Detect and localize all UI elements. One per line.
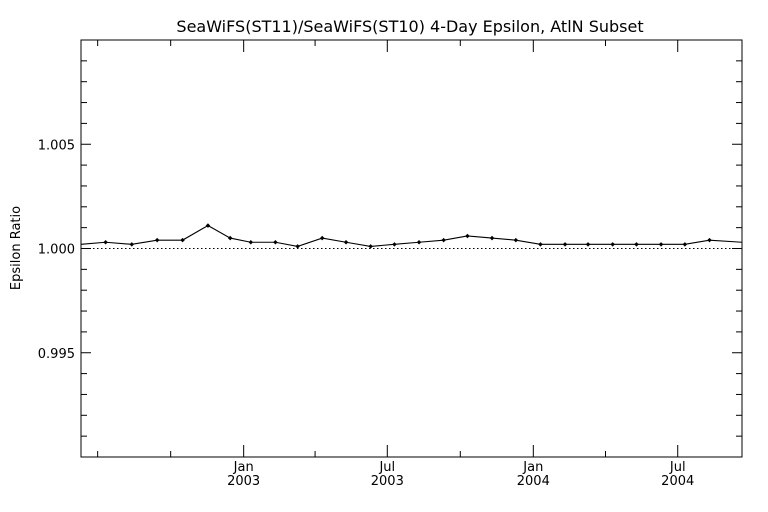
data-point <box>610 242 615 247</box>
data-point <box>682 242 688 247</box>
data-point <box>585 242 591 247</box>
x-tick-label-month: Jan <box>233 460 254 475</box>
data-point <box>441 237 446 243</box>
axis-ticks: 0.9951.0001.005Jan2003Jul2003Jan2004Jul2… <box>38 40 742 489</box>
data-point <box>513 237 519 243</box>
x-tick-label-month: Jul <box>378 460 395 475</box>
x-tick-label-year: 2004 <box>517 474 550 489</box>
data-series <box>80 223 743 249</box>
y-tick-label: 1.000 <box>38 243 75 258</box>
data-point <box>129 242 135 247</box>
data-point <box>205 223 211 228</box>
data-point <box>634 242 639 247</box>
y-axis-label: Epsilon Ratio <box>9 206 24 290</box>
data-point <box>368 244 373 249</box>
data-point <box>707 237 712 243</box>
x-tick-label-year: 2003 <box>227 474 260 489</box>
series-line <box>80 224 743 247</box>
data-point <box>658 242 664 247</box>
chart-title: SeaWiFS(ST11)/SeaWiFS(ST10) 4-Day Epsilo… <box>176 17 643 36</box>
data-point <box>465 233 470 239</box>
data-point <box>416 239 422 245</box>
data-point <box>154 237 160 243</box>
data-point <box>392 242 397 247</box>
data-point <box>343 239 349 245</box>
data-point <box>295 244 300 249</box>
data-point <box>180 237 185 243</box>
x-tick-label-year: 2003 <box>371 474 404 489</box>
data-point <box>489 235 495 241</box>
x-tick-label-year: 2004 <box>661 474 694 489</box>
x-tick-label-month: Jul <box>669 460 686 475</box>
data-point <box>248 239 254 245</box>
data-point <box>319 235 325 241</box>
plot-frame <box>80 39 743 458</box>
data-point <box>227 235 233 241</box>
x-tick-label-month: Jan <box>522 460 543 475</box>
data-point <box>562 242 568 247</box>
data-point <box>273 239 278 245</box>
y-tick-label: 1.005 <box>38 138 75 153</box>
data-point <box>103 239 108 245</box>
data-point <box>538 242 543 247</box>
y-tick-label: 0.995 <box>38 347 75 362</box>
